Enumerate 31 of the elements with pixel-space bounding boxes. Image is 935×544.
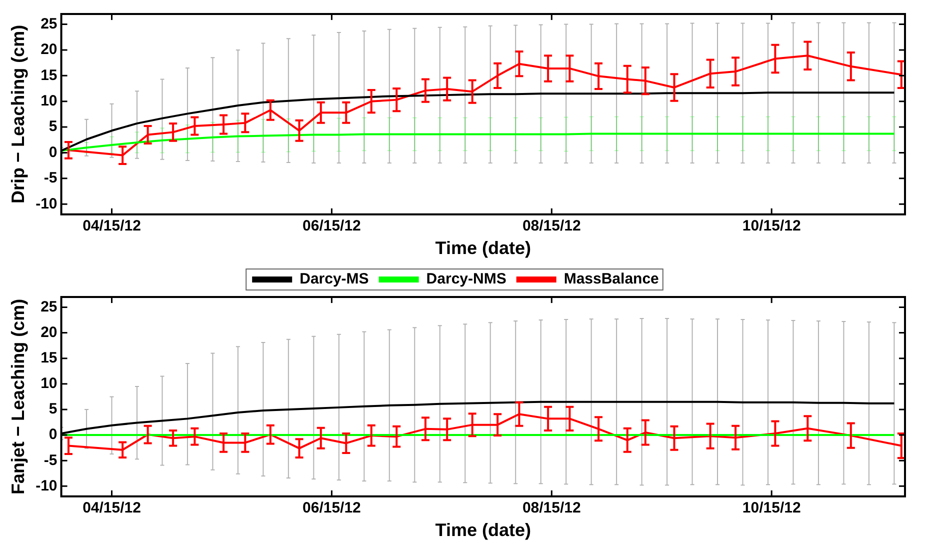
x-tick-label: 10/15/12	[742, 218, 801, 235]
y-tick-label: -5	[44, 170, 58, 187]
x-axis-title: Time (date)	[435, 520, 531, 540]
x-tick-label: 06/15/12	[302, 500, 361, 517]
y-tick-label: -5	[44, 452, 58, 469]
y-tick-label: 20	[40, 41, 58, 58]
y-tick-label: 0	[48, 426, 58, 444]
x-tick-label: 04/15/12	[82, 218, 141, 235]
y-tick-label: 10	[40, 375, 58, 392]
x-tick-label: 04/15/12	[82, 500, 141, 517]
y-tick-label: 5	[48, 400, 58, 418]
x-tick-label: 06/15/12	[302, 218, 361, 235]
x-tick-label: 08/15/12	[522, 218, 581, 235]
y-tick-label: 0	[48, 144, 58, 161]
y-tick-label: 25	[40, 15, 58, 32]
legend-label: Darcy-NMS	[426, 270, 506, 288]
y-tick-label: 10	[40, 92, 58, 110]
y-axis-title: Drip − Leaching (cm)	[8, 24, 28, 204]
x-axis-title: Time (date)	[435, 238, 531, 258]
y-axis-title: Fanjet − Leaching (cm)	[8, 298, 28, 494]
y-tick-label: 15	[40, 349, 58, 366]
y-tick-label: 5	[48, 118, 58, 136]
y-tick-label: -10	[36, 195, 58, 212]
x-tick-label: 10/15/12	[742, 500, 801, 517]
y-tick-label: 25	[40, 298, 58, 316]
x-tick-label: 08/15/12	[522, 500, 581, 517]
legend-label: MassBalance	[564, 270, 659, 288]
legend-label: Darcy-MS	[300, 270, 369, 288]
y-tick-label: 15	[40, 66, 58, 84]
y-tick-label: -10	[36, 477, 58, 494]
y-tick-label: 20	[40, 324, 58, 341]
